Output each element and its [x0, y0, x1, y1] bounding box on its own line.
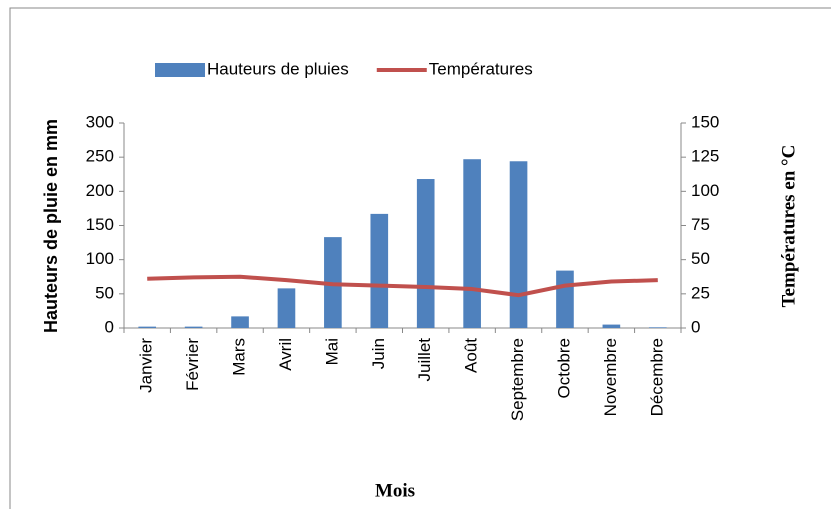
- x-tick-label: Mai: [322, 338, 341, 365]
- bar: [556, 270, 574, 328]
- y-axis-title: Hauteurs de pluie en mm: [41, 119, 61, 333]
- bar: [138, 326, 157, 328]
- x-tick-label: Septembre: [508, 338, 527, 421]
- bar: [231, 316, 249, 328]
- x-tick-label: Août: [462, 338, 481, 373]
- line: [147, 274, 658, 298]
- bar: [463, 159, 481, 328]
- x-axis-title: Mois: [375, 480, 415, 501]
- y2-axis-title: Températures en °C: [778, 145, 799, 308]
- x-tick-label: Avril: [276, 338, 295, 371]
- bar: [509, 161, 528, 328]
- x-tick-label: Décembre: [647, 338, 666, 416]
- frame: [9, 7, 831, 509]
- x-tick-label: Janvier: [137, 338, 156, 393]
- y-tick-label: 250: [86, 147, 114, 166]
- y2-tick-label: 150: [691, 112, 719, 131]
- x-tick-label: Juillet: [415, 338, 434, 382]
- y2-tick-label: 25: [691, 283, 710, 302]
- y2-tick-label: 0: [691, 317, 700, 336]
- x-tick-label: Octobre: [554, 338, 573, 398]
- bar: [602, 324, 621, 328]
- legend-label: Hauteurs de pluies: [207, 59, 349, 78]
- legend-swatch: [155, 63, 205, 77]
- bar: [648, 327, 667, 328]
- bar: [277, 288, 296, 328]
- y-tick-label: 50: [95, 283, 114, 302]
- x-tick-label: Novembre: [601, 338, 620, 416]
- bar: [370, 213, 389, 328]
- y-tick-label: 200: [86, 181, 114, 200]
- bar: [184, 326, 203, 328]
- y2-tick-label: 100: [691, 181, 719, 200]
- x-tick-label: Juin: [369, 338, 388, 369]
- y-tick-label: 0: [105, 317, 114, 336]
- y2-tick-label: 75: [691, 215, 710, 234]
- bar: [416, 179, 435, 328]
- x-tick-label: Mars: [230, 338, 249, 376]
- legend-label: Températures: [429, 59, 533, 78]
- y2-tick-label: 50: [691, 249, 710, 268]
- x-tick-label: Février: [183, 338, 202, 391]
- y-tick-label: 100: [86, 249, 114, 268]
- y-tick-label: 150: [86, 215, 114, 234]
- y2-tick-label: 125: [691, 147, 719, 166]
- y-tick-label: 300: [86, 112, 114, 131]
